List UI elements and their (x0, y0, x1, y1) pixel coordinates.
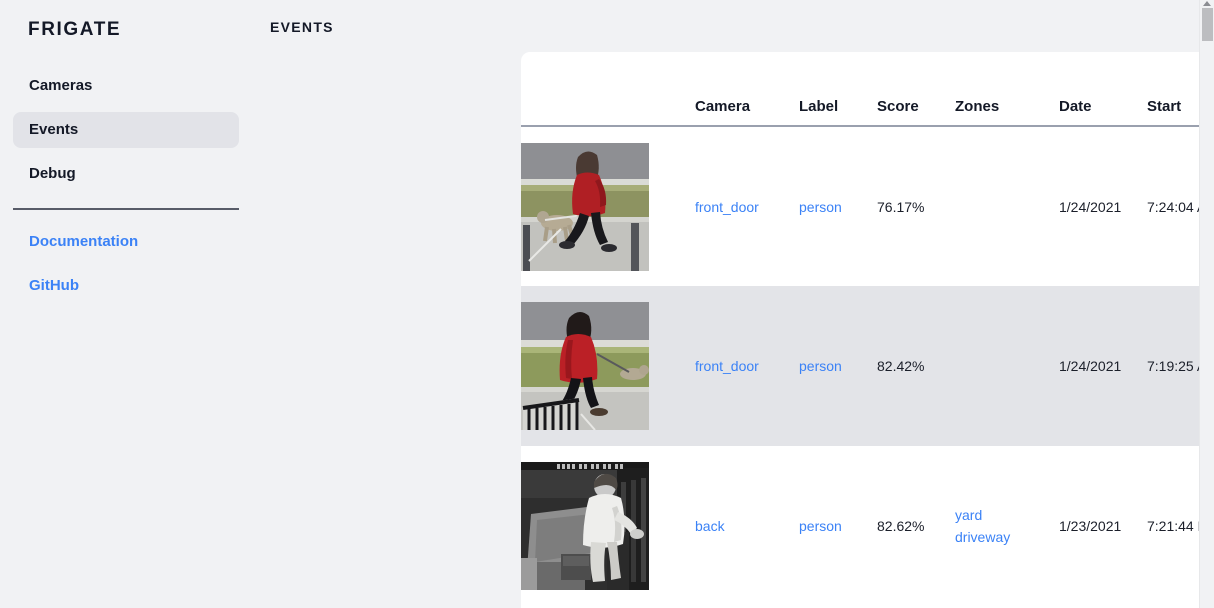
event-camera-link[interactable]: back (695, 518, 725, 534)
event-start: 7:24:04 AM (1147, 198, 1214, 215)
sidebar-item-events[interactable]: Events (13, 112, 239, 148)
brand-title: FRIGATE (28, 19, 122, 40)
events-table-body: front_door person 76.17% 1/24/2021 7:24:… (521, 126, 1214, 606)
event-label-cell: person (799, 446, 877, 606)
sidebar-external-links: Documentation GitHub (0, 224, 252, 304)
scroll-up-arrow-icon[interactable] (1203, 1, 1211, 6)
table-row[interactable]: front_door person 76.17% 1/24/2021 7:24:… (521, 126, 1214, 286)
event-zones-cell: yard driveway (955, 446, 1059, 606)
event-camera-cell: back (695, 446, 799, 606)
page-scrollbar[interactable] (1199, 0, 1214, 608)
event-zone-link[interactable]: yard (955, 507, 983, 523)
page-title: EVENTS (270, 19, 334, 35)
events-card: Camera Label Score Zones Date Start End (521, 52, 1214, 608)
column-header-score[interactable]: Score (877, 98, 919, 115)
sidebar-divider (13, 208, 239, 210)
event-label-link[interactable]: person (799, 198, 842, 215)
event-start: 7:21:44 PM (1147, 518, 1214, 534)
event-label-cell: person (799, 126, 877, 286)
event-camera-link[interactable]: front_door (695, 198, 759, 215)
event-thumbnail-cell[interactable] (521, 126, 695, 286)
event-start: 7:19:25 AM (1147, 358, 1214, 374)
sidebar-nav: Cameras Events Debug (0, 68, 252, 192)
events-table-head: Camera Label Score Zones Date Start End (521, 52, 1214, 126)
column-header-zones[interactable]: Zones (955, 98, 1000, 115)
event-zones-cell (955, 286, 1059, 446)
sidebar: FRIGATE Cameras Events Debug Documentati… (0, 0, 252, 608)
event-score: 76.17% (877, 198, 925, 215)
event-thumbnail-image[interactable] (521, 462, 649, 590)
event-label-link[interactable]: person (799, 358, 842, 374)
event-camera-link[interactable]: front_door (695, 358, 759, 374)
column-header-date[interactable]: Date (1059, 98, 1092, 115)
event-camera-cell: front_door (695, 126, 799, 286)
main-content: EVENTS Camera Label Score Zones Date Sta… (252, 0, 1214, 608)
event-score: 82.42% (877, 358, 925, 374)
event-zones-cell (955, 126, 1059, 286)
sidebar-link-documentation[interactable]: Documentation (29, 233, 139, 250)
event-date: 1/23/2021 (1059, 518, 1122, 534)
sidebar-link-github[interactable]: GitHub (29, 277, 79, 294)
sidebar-item-cameras[interactable]: Cameras (29, 77, 93, 94)
event-camera-cell: front_door (695, 286, 799, 446)
column-header-camera[interactable]: Camera (695, 98, 751, 115)
column-header-label[interactable]: Label (799, 98, 839, 115)
event-label-link[interactable]: person (799, 518, 842, 534)
event-date: 1/24/2021 (1059, 198, 1122, 215)
sidebar-item-debug[interactable]: Debug (29, 165, 76, 182)
event-label-cell: person (799, 286, 877, 446)
table-row[interactable]: back person 82.62% yard driveway 1/23/20… (521, 446, 1214, 606)
event-date: 1/24/2021 (1059, 358, 1122, 374)
scrollbar-thumb[interactable] (1202, 8, 1213, 41)
event-thumbnail-cell[interactable] (521, 446, 695, 606)
table-header-row: Camera Label Score Zones Date Start End (521, 52, 1214, 126)
event-score: 82.62% (877, 518, 925, 534)
event-thumbnail-cell[interactable] (521, 286, 695, 446)
events-table: Camera Label Score Zones Date Start End (521, 52, 1214, 606)
event-thumbnail-image[interactable] (521, 302, 649, 430)
column-header-thumbnail[interactable] (521, 52, 695, 126)
event-zone-link[interactable]: driveway (955, 529, 1011, 545)
event-thumbnail-image[interactable] (521, 142, 649, 271)
table-row[interactable]: front_door person 82.42% 1/24/2021 7:19:… (521, 286, 1214, 446)
column-header-start[interactable]: Start (1147, 98, 1182, 115)
